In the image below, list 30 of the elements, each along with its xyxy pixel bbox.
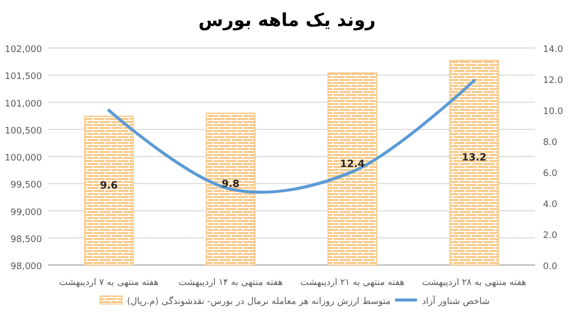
x-tick-label: هفته منتهی به ۲۱ اردیبهشت	[300, 278, 405, 288]
x-tick-label: هفته منتهی به ۱۴ اردیبهشت	[178, 278, 284, 288]
y-tick-label: 100,500	[4, 126, 42, 136]
y2-tick-label: 2.0	[543, 231, 558, 241]
y-tick-label: 101,500	[4, 72, 42, 82]
bar	[84, 116, 134, 266]
y2-tick-label: 0.0	[543, 262, 558, 272]
y-tick-label: 100,000	[4, 154, 42, 164]
data-label: 12.4	[340, 158, 365, 170]
y-tick-label: 99,500	[10, 180, 42, 191]
bar	[206, 112, 256, 266]
y2-tick-label: 12.0	[543, 76, 564, 86]
legend-label: متوسط ارزش روزانه هر معامله نرمال در بورس- نقدشوندگی (م.ریال)	[127, 295, 391, 307]
x-tick-label: هفته منتهی به ۲۸ اردیبهشت	[422, 278, 527, 288]
legend-label: شاخص شناور آزاد	[422, 295, 490, 307]
y-tick-label: 102,000	[4, 45, 42, 55]
y2-tick-label: 10.0	[543, 107, 564, 117]
data-label: 9.8	[222, 179, 240, 190]
chart-title: روند یک ماهه بورس	[198, 10, 376, 31]
bar	[328, 72, 378, 266]
y-tick-label: 98,000	[10, 262, 42, 272]
y2-tick-label: 8.0	[543, 138, 558, 148]
y-tick-label: 98,500	[10, 234, 42, 245]
y2-tick-label: 14.0	[543, 45, 564, 55]
x-tick-label: هفته منتهی به ۷ اردیبهشت	[59, 278, 159, 288]
y-tick-label: 101,000	[4, 99, 42, 110]
y2-tick-label: 6.0	[543, 169, 558, 179]
bar	[449, 60, 499, 266]
y-tick-label: 99,000	[10, 208, 42, 218]
y2-tick-label: 4.0	[543, 200, 558, 210]
